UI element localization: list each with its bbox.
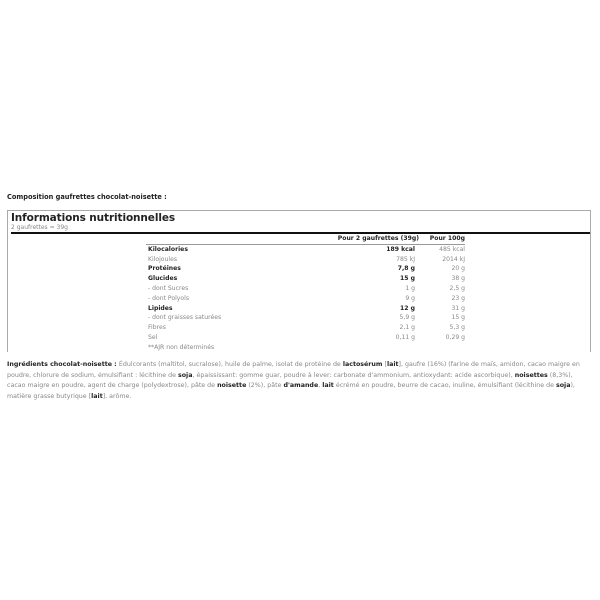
- table-row: Glucides 15 g 38 g: [146, 274, 465, 284]
- value-per100: 31 g: [451, 304, 465, 312]
- nutrition-facts-panel: Informations nutritionnelles 2 gaufrette…: [7, 210, 591, 352]
- ingredient-highlight: soja: [555, 382, 571, 390]
- serving-size: 2 gaufrettes = 39g: [11, 224, 68, 231]
- table-row: Kilojoules 785 kJ 2014 kJ: [146, 255, 465, 265]
- nutrient-name: - dont graisses saturées: [148, 314, 222, 322]
- ingredient-text: (2%), pâte: [246, 382, 284, 390]
- ingredient-text: (8,3%), cacao maigre en poudre, agent de…: [7, 371, 573, 390]
- nutrient-name: Lipides: [148, 304, 173, 312]
- ingredient-highlight: d'amande: [283, 382, 319, 390]
- ingredient-text: ], gaufre (16%) (farine de maïs, amidon,…: [7, 361, 580, 379]
- value-serving: 7,8 g: [397, 265, 415, 273]
- value-per100: 5,3 g: [449, 324, 466, 332]
- value-per100: 15 g: [451, 314, 465, 322]
- nutrient-name: Sel: [148, 333, 158, 341]
- composition-title: Composition gaufrettes chocolat-noisette…: [7, 193, 167, 201]
- ingredient-text: Édulcorants (maltitol, sucralose), huile…: [118, 361, 343, 368]
- ingredient-highlight: noisettes: [514, 371, 548, 379]
- table-row: Lipides 12 g 31 g: [146, 304, 465, 314]
- table-row: Kilocalories 189 kcal 485 kcal: [146, 244, 465, 254]
- footnote: **AJR non déterminés: [148, 343, 215, 351]
- ingredient-text: ,: [318, 382, 323, 390]
- nutrient-name: - dont Polyols: [148, 294, 190, 302]
- ingredient-highlight: Ingrédients chocolat-noisette :: [7, 361, 119, 368]
- divider: [11, 232, 590, 234]
- value-serving: 785 kJ: [396, 255, 415, 263]
- value-per100: 0,29 g: [445, 333, 465, 341]
- value-per100: 38 g: [451, 275, 465, 283]
- value-serving: 9 g: [405, 294, 415, 302]
- table-header-row: Pour 2 gaufrettes (39g) Pour 100g: [146, 234, 465, 245]
- nutrient-name: Kilocalories: [148, 245, 188, 253]
- value-serving: 1 g: [405, 284, 415, 292]
- table-row: Protéines 7,8 g 20 g: [146, 264, 465, 274]
- nutrient-name: - dont Sucres: [148, 284, 189, 292]
- ingredient-highlight: noisette: [217, 382, 247, 390]
- header-serving: Pour 2 gaufrettes (39g): [298, 234, 419, 245]
- value-serving: 5,9 g: [399, 314, 416, 322]
- ingredient-text: [: [382, 361, 387, 368]
- header-per100: Pour 100g: [419, 234, 465, 245]
- table-row: - dont Sucres 1 g 2,5 g: [146, 284, 465, 294]
- nutrient-name: Fibres: [148, 324, 166, 332]
- value-serving: 2,1 g: [399, 324, 416, 332]
- nutrient-name: Protéines: [148, 265, 181, 273]
- ingredient-highlight: soja: [177, 371, 193, 379]
- value-per100: 2014 kJ: [442, 255, 465, 263]
- header-nutrient: [146, 234, 298, 245]
- ingredient-text: ], arôme.: [102, 392, 132, 400]
- value-serving: 0,11 g: [395, 333, 415, 341]
- table-row: - dont graisses saturées 5,9 g 15 g: [146, 313, 465, 323]
- value-serving: 15 g: [400, 275, 415, 283]
- value-per100: 2,5 g: [449, 284, 466, 292]
- ingredients-text: Ingrédients chocolat-noisette : Édulcora…: [7, 360, 592, 402]
- nutrient-name: Glucides: [148, 275, 178, 283]
- value-per100: 23 g: [451, 294, 465, 302]
- ingredient-text: ), matière grasse butyrique [: [7, 382, 575, 400]
- value-serving: 12 g: [400, 304, 415, 312]
- ingredient-highlight: lactosérum: [342, 361, 383, 368]
- ingredient-highlight: lait: [322, 382, 334, 390]
- table-row: Sel 0,11 g 0,29 g: [146, 333, 465, 343]
- value-per100: 20 g: [451, 265, 465, 273]
- nutrition-table: Pour 2 gaufrettes (39g) Pour 100g Kiloca…: [146, 234, 465, 353]
- table-row: Fibres 2,1 g 5,3 g: [146, 323, 465, 333]
- value-per100: 485 kcal: [439, 245, 465, 253]
- value-serving: 189 kcal: [386, 245, 415, 253]
- ingredient-highlight: lait: [386, 361, 399, 368]
- table-row: - dont Polyols 9 g 23 g: [146, 294, 465, 304]
- ingredient-text: écrémé en poudre, beurre de cacao, inuli…: [333, 382, 556, 390]
- nutrient-name: Kilojoules: [148, 255, 178, 263]
- ingredient-highlight: lait: [91, 392, 103, 400]
- ingredient-text: , épaississant: gomme guar, poudre à lev…: [192, 371, 515, 379]
- nutrition-title: Informations nutritionnelles: [11, 212, 176, 224]
